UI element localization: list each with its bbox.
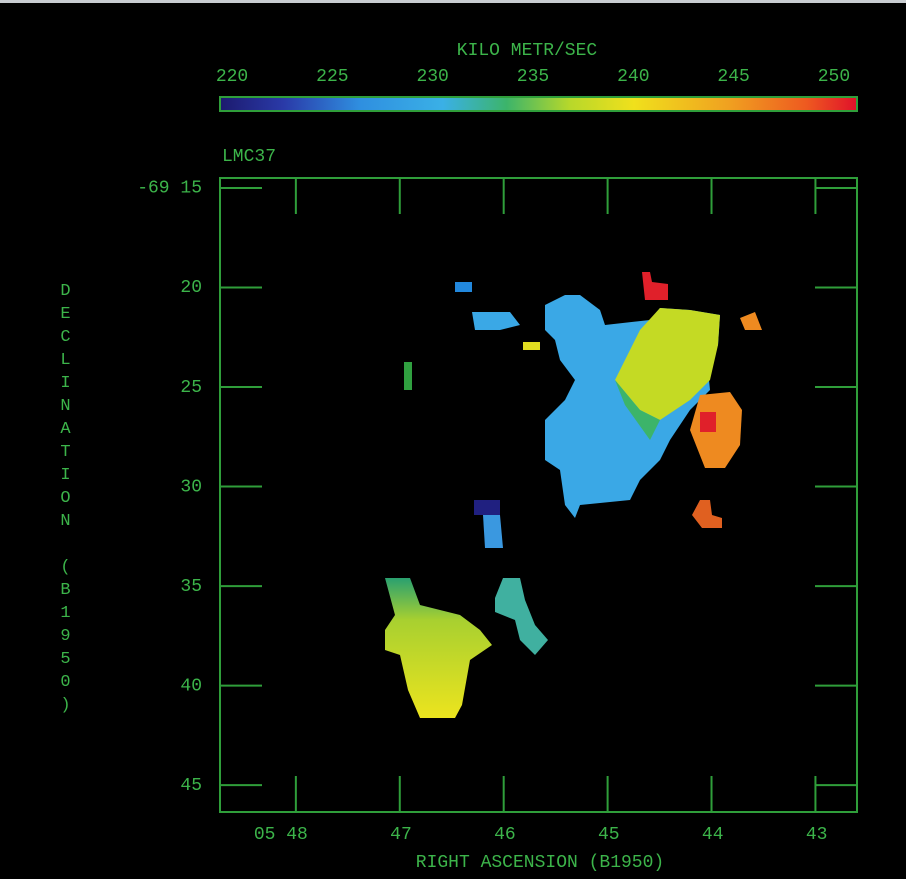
colorbar-tick-label: 240 [617,67,649,87]
colorbar-tick-label: 250 [818,67,850,87]
blob [523,342,540,350]
x-tick-label: 45 [598,825,620,845]
x-axis-label: RIGHT ASCENSION (B1950) [416,853,664,873]
y-tick-label: 20 [180,278,202,298]
blob [642,272,668,300]
plot-frame [219,177,858,813]
y-tick-label: 25 [180,378,202,398]
chart-title: LMC37 [222,147,276,167]
blob [472,312,520,330]
y-tick-label: -69 15 [137,179,202,199]
top-bar [0,0,906,3]
blob [385,578,492,718]
colorbar-label: KILO METR/SEC [457,41,598,61]
x-tick-label: 46 [494,825,516,845]
y-tick-label: 40 [180,676,202,696]
blob [483,515,503,548]
velocity-field [385,272,762,718]
colorbar-tick-label: 245 [717,67,749,87]
blob [495,578,548,655]
x-tick-label: 44 [702,825,724,845]
blob [700,412,716,432]
colorbar-tick-label: 220 [216,67,248,87]
blob [740,312,762,330]
y-tick-label: 45 [180,776,202,796]
y-axis-label: DECLINATION (B1950) [56,282,75,719]
x-tick-label: 47 [390,825,412,845]
colorbar [219,96,858,112]
x-tick-label: 43 [806,825,828,845]
y-tick-label: 30 [180,477,202,497]
colorbar-tick-label: 225 [316,67,348,87]
x-tick-label: 05 48 [254,825,308,845]
blob [692,500,722,528]
y-tick-label: 35 [180,577,202,597]
colorbar-tick-label: 230 [416,67,448,87]
blob [615,308,720,420]
blob [455,282,472,292]
blob [404,362,412,390]
blob [474,500,500,515]
blob [615,380,660,440]
colorbar-tick-label: 235 [517,67,549,87]
